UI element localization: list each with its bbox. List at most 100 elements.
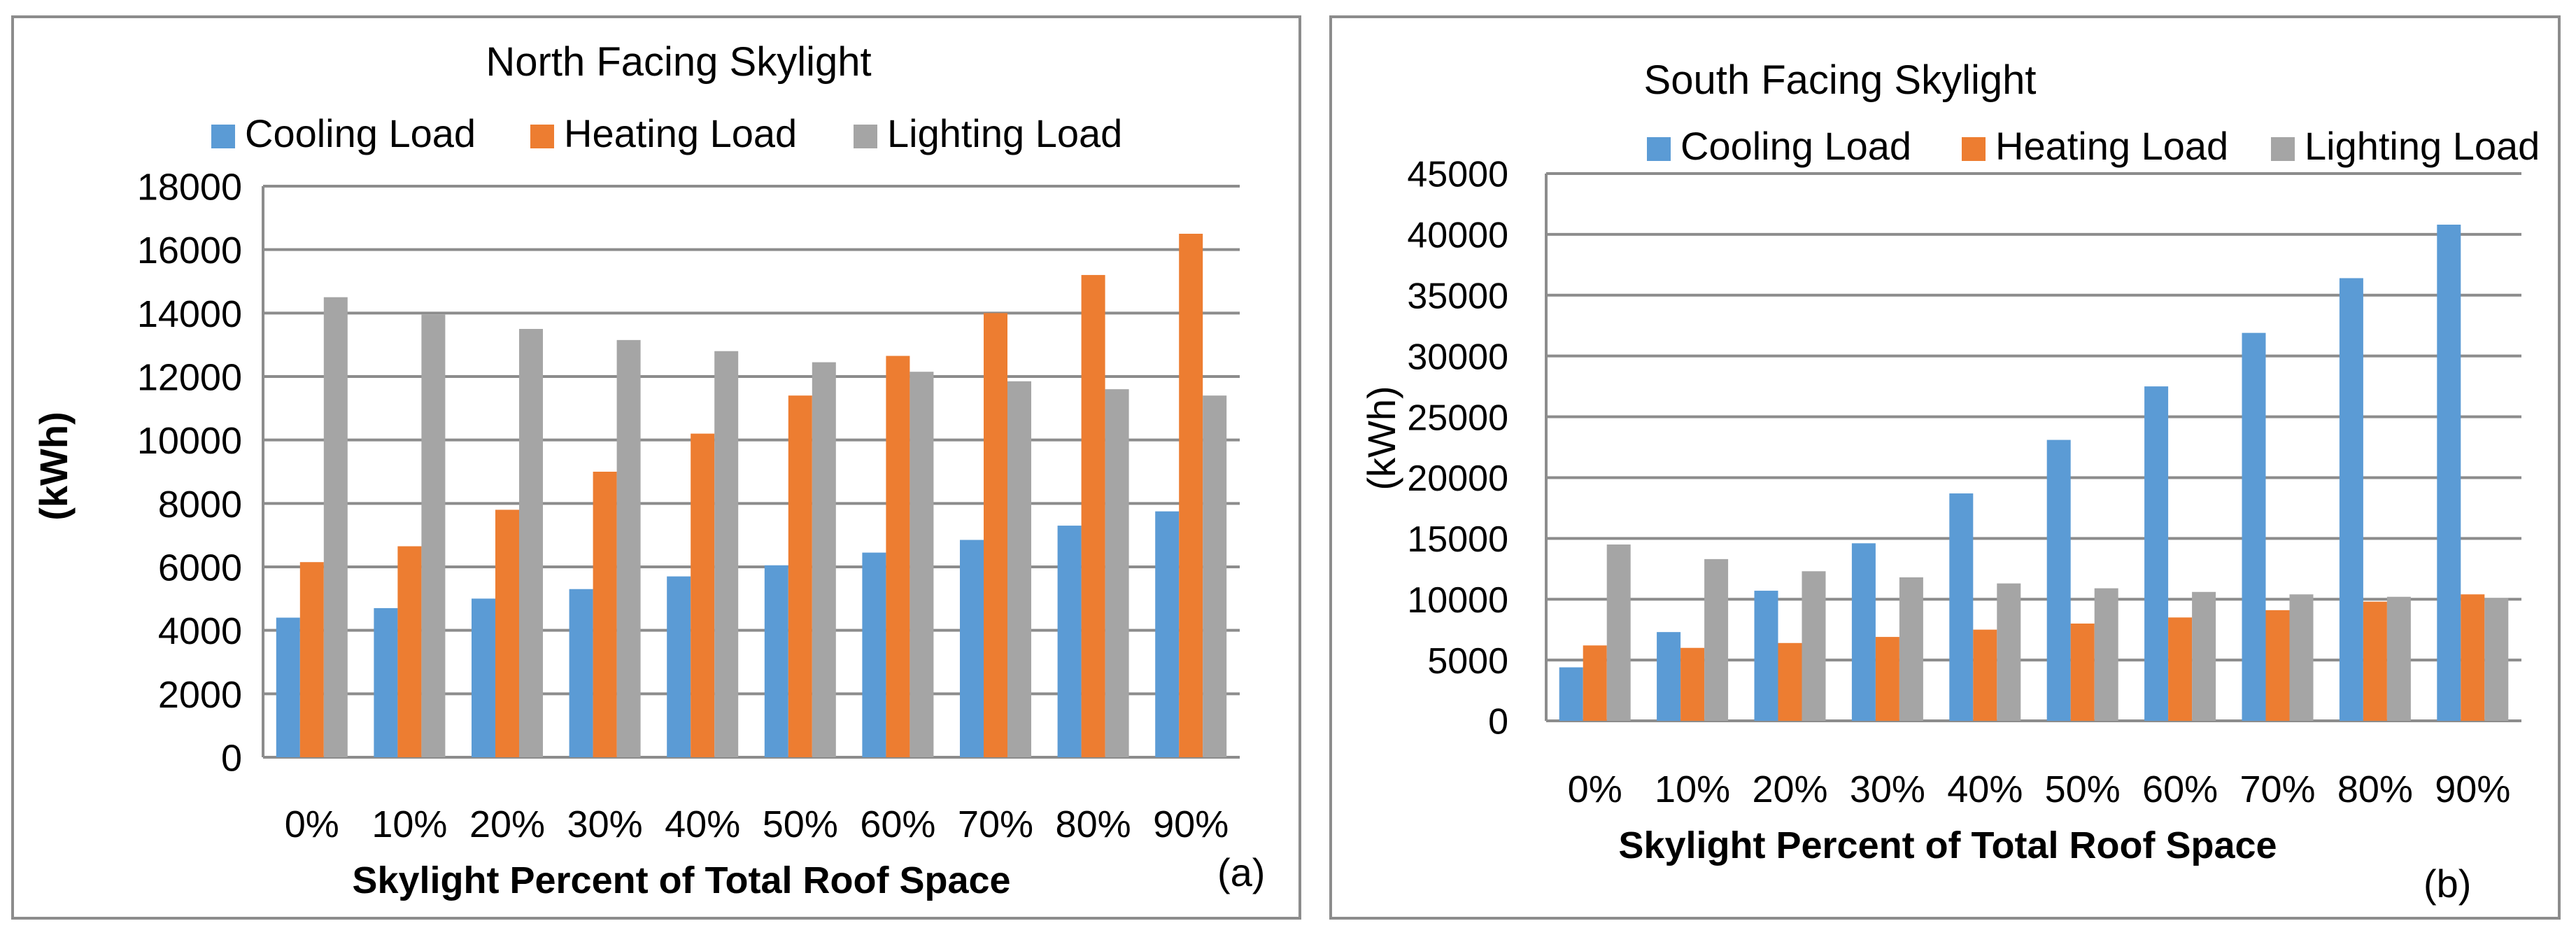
chart-title: North Facing Skylight bbox=[486, 39, 871, 85]
y-tick-label: 0 bbox=[1488, 702, 1508, 743]
y-tick-label: 35000 bbox=[1407, 276, 1508, 316]
x-axis-ticks: 0% 10% 20% 30% 40% 50% 60% 70% 80% 90% bbox=[1568, 768, 2511, 810]
x-tick-label: 30% bbox=[567, 803, 643, 845]
chart-legend: Cooling Load Heating Load Lighting Load bbox=[1647, 124, 2540, 168]
legend-swatch-cooling bbox=[211, 125, 235, 148]
y-tick-label: 15000 bbox=[1407, 519, 1508, 560]
bar-heating bbox=[397, 546, 422, 757]
y-tick-label: 40000 bbox=[1407, 216, 1508, 256]
bar-heating bbox=[2168, 617, 2193, 721]
x-tick-label: 70% bbox=[2239, 768, 2315, 810]
legend-swatch-lighting bbox=[2271, 137, 2295, 161]
y-tick-label: 25000 bbox=[1407, 398, 1508, 438]
bar-cooling bbox=[960, 540, 984, 757]
bar-heating bbox=[1680, 647, 1705, 721]
bar-lighting bbox=[2484, 598, 2509, 721]
x-tick-label: 70% bbox=[958, 803, 1033, 845]
y-tick-label: 16000 bbox=[137, 230, 242, 272]
bar-cooling bbox=[1754, 591, 1778, 721]
y-tick-label: 45000 bbox=[1407, 155, 1508, 195]
bar-cooling bbox=[1057, 526, 1082, 757]
y-tick-label: 6000 bbox=[158, 547, 242, 589]
y-tick-label: 8000 bbox=[158, 484, 242, 526]
y-axis-label: (kWh) bbox=[31, 412, 76, 521]
bar-lighting bbox=[1899, 577, 1923, 721]
y-tick-label: 30000 bbox=[1407, 337, 1508, 377]
panel-label: (b) bbox=[2423, 862, 2471, 906]
x-tick-label: 60% bbox=[860, 803, 935, 845]
bar-heating bbox=[1081, 274, 1105, 757]
bar-cooling bbox=[374, 607, 398, 757]
x-tick-label: 10% bbox=[371, 803, 447, 845]
bar-lighting bbox=[910, 372, 934, 757]
bar-lighting bbox=[1997, 583, 2021, 721]
bar-heating bbox=[1973, 629, 1997, 721]
legend-swatch-heating bbox=[1962, 137, 1986, 161]
x-tick-label: 40% bbox=[1947, 768, 2023, 810]
bar-cooling bbox=[1155, 511, 1180, 757]
bar-cooling bbox=[276, 617, 300, 757]
y-tick-label: 14000 bbox=[137, 293, 242, 335]
bar-cooling bbox=[2242, 332, 2266, 721]
y-tick-label: 10000 bbox=[1407, 580, 1508, 621]
legend-label-heating: Heating Load bbox=[564, 111, 797, 155]
bar-heating bbox=[886, 356, 910, 757]
y-tick-label: 12000 bbox=[137, 356, 242, 398]
legend-label-lighting: Lighting Load bbox=[887, 111, 1122, 155]
y-axis-ticks: 0 5000 10000 15000 20000 25000 30000 35000 40000… bbox=[1407, 155, 1508, 743]
bar-lighting bbox=[714, 351, 739, 757]
bar-lighting bbox=[2192, 591, 2216, 721]
x-axis-ticks: 0% 10% 20% 30% 40% 50% 60% 70% 80% 90% bbox=[285, 803, 1229, 845]
bar-heating bbox=[984, 313, 1007, 757]
x-tick-label: 30% bbox=[1850, 768, 1925, 810]
legend-label-lighting: Lighting Load bbox=[2305, 124, 2540, 168]
x-tick-label: 0% bbox=[1568, 768, 1622, 810]
bar-heating bbox=[2363, 601, 2387, 721]
bar-cooling bbox=[472, 598, 495, 757]
bar-heating bbox=[2461, 594, 2485, 721]
bar-heating bbox=[1179, 234, 1203, 757]
bar-cooling bbox=[862, 552, 886, 757]
chart-title: South Facing Skylight bbox=[1644, 57, 2037, 103]
x-tick-label: 0% bbox=[285, 803, 339, 845]
bars bbox=[1559, 224, 2509, 722]
y-tick-label: 5000 bbox=[1427, 641, 1508, 682]
y-tick-label: 18000 bbox=[137, 166, 242, 208]
north-chart-svg: North Facing Skylight Cooling Load Heati… bbox=[31, 39, 1265, 901]
bar-cooling bbox=[667, 576, 691, 757]
south-chart-panel: South Facing Skylight Cooling Load Heati… bbox=[1329, 15, 2561, 920]
bar-lighting bbox=[1105, 389, 1129, 757]
bar-lighting bbox=[519, 329, 543, 757]
south-chart-svg: South Facing Skylight Cooling Load Heati… bbox=[1359, 57, 2540, 906]
y-axis-ticks: 0 2000 4000 6000 8000 10000 12000 14000 16000 180… bbox=[137, 166, 242, 779]
x-tick-label: 60% bbox=[2142, 768, 2218, 810]
bar-cooling bbox=[569, 589, 593, 757]
x-tick-label: 80% bbox=[2337, 768, 2413, 810]
bar-lighting bbox=[1704, 558, 1729, 721]
x-tick-label: 40% bbox=[665, 803, 740, 845]
legend-swatch-lighting bbox=[854, 125, 877, 148]
bar-heating bbox=[593, 472, 617, 757]
bar-heating bbox=[788, 395, 812, 757]
bar-cooling bbox=[2046, 440, 2071, 721]
bar-cooling bbox=[2144, 386, 2169, 721]
bar-heating bbox=[2070, 623, 2095, 721]
bar-cooling bbox=[2339, 278, 2363, 722]
bar-lighting bbox=[812, 362, 836, 757]
bar-lighting bbox=[1007, 381, 1031, 757]
bar-heating bbox=[1583, 645, 1607, 721]
bar-cooling bbox=[1559, 667, 1583, 721]
y-tick-label: 0 bbox=[221, 737, 242, 779]
x-tick-label: 10% bbox=[1655, 768, 1730, 810]
bar-lighting bbox=[616, 339, 641, 757]
x-tick-label: 80% bbox=[1056, 803, 1131, 845]
y-tick-label: 4000 bbox=[158, 610, 242, 652]
bar-cooling bbox=[1949, 493, 1974, 721]
panel-label: (a) bbox=[1217, 850, 1265, 894]
y-axis-label: (kWh) bbox=[1359, 386, 1403, 490]
bar-lighting bbox=[421, 314, 446, 758]
bar-cooling bbox=[1851, 543, 1876, 721]
legend-label-cooling: Cooling Load bbox=[1680, 124, 1911, 168]
bar-heating bbox=[495, 509, 519, 757]
y-tick-label: 20000 bbox=[1407, 458, 1508, 499]
